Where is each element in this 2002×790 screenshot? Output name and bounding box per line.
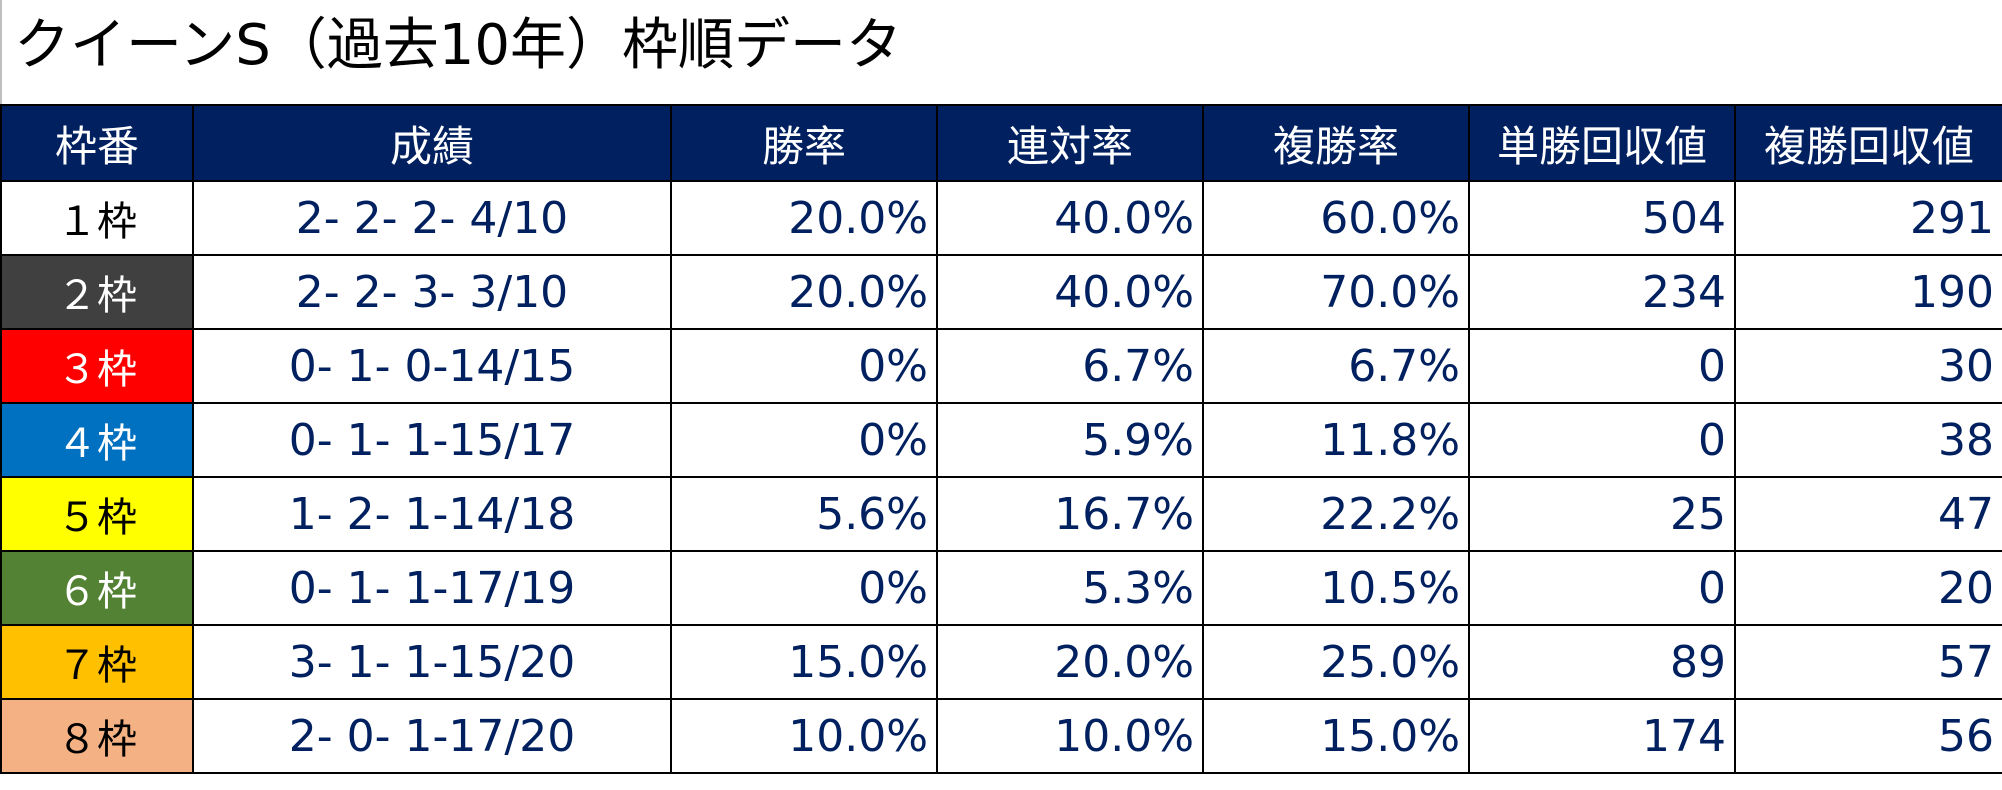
cell-waku: １枠 [0, 180, 194, 256]
cell-quinella-rate: 5.9% [936, 402, 1204, 478]
cell-quinella-rate: 40.0% [936, 254, 1204, 330]
cell-quinella-rate: 40.0% [936, 180, 1204, 256]
cell-win-rate: 0% [670, 550, 938, 626]
waku-stats-table: 枠番 成績 勝率 連対率 複勝率 単勝回収値 複勝回収値 １枠 2- 2- 2- … [0, 104, 2002, 774]
cell-quinella-rate: 20.0% [936, 624, 1204, 700]
cell-seiseki: 2- 0- 1-17/20 [192, 698, 672, 774]
cell-place-rate: 22.2% [1202, 476, 1470, 552]
cell-seiseki: 0- 1- 0-14/15 [192, 328, 672, 404]
cell-quinella-rate: 10.0% [936, 698, 1204, 774]
header-place-rate: 複勝率 [1202, 104, 1470, 182]
cell-place-return: 20 [1734, 550, 2002, 626]
header-quinella-rate: 連対率 [936, 104, 1204, 182]
cell-win-rate: 0% [670, 402, 938, 478]
cell-place-rate: 25.0% [1202, 624, 1470, 700]
cell-seiseki: 2- 2- 2- 4/10 [192, 180, 672, 256]
table-row: ３枠 0- 1- 0-14/15 0% 6.7% 6.7% 0 30 [0, 328, 2002, 404]
cell-place-rate: 60.0% [1202, 180, 1470, 256]
cell-win-rate: 0% [670, 328, 938, 404]
cell-waku: ７枠 [0, 624, 194, 700]
cell-seiseki: 0- 1- 1-17/19 [192, 550, 672, 626]
table-row: ６枠 0- 1- 1-17/19 0% 5.3% 10.5% 0 20 [0, 550, 2002, 626]
cell-place-rate: 15.0% [1202, 698, 1470, 774]
cell-place-rate: 70.0% [1202, 254, 1470, 330]
cell-win-return: 0 [1468, 550, 1736, 626]
cell-place-rate: 6.7% [1202, 328, 1470, 404]
table-row: １枠 2- 2- 2- 4/10 20.0% 40.0% 60.0% 504 291 [0, 180, 2002, 256]
cell-place-return: 47 [1734, 476, 2002, 552]
cell-seiseki: 2- 2- 3- 3/10 [192, 254, 672, 330]
cell-seiseki: 1- 2- 1-14/18 [192, 476, 672, 552]
cell-win-return: 0 [1468, 402, 1736, 478]
cell-place-return: 56 [1734, 698, 2002, 774]
cell-place-return: 57 [1734, 624, 2002, 700]
cell-place-rate: 11.8% [1202, 402, 1470, 478]
cell-place-return: 30 [1734, 328, 2002, 404]
header-win-return: 単勝回収値 [1468, 104, 1736, 182]
cell-win-rate: 5.6% [670, 476, 938, 552]
cell-win-rate: 20.0% [670, 254, 938, 330]
cell-win-return: 174 [1468, 698, 1736, 774]
cell-win-rate: 10.0% [670, 698, 938, 774]
cell-win-rate: 20.0% [670, 180, 938, 256]
table-header-row: 枠番 成績 勝率 連対率 複勝率 単勝回収値 複勝回収値 [0, 104, 2002, 182]
table-row: ２枠 2- 2- 3- 3/10 20.0% 40.0% 70.0% 234 190 [0, 254, 2002, 330]
cell-waku: ４枠 [0, 402, 194, 478]
cell-waku: ８枠 [0, 698, 194, 774]
cell-quinella-rate: 6.7% [936, 328, 1204, 404]
cell-win-return: 0 [1468, 328, 1736, 404]
cell-place-return: 38 [1734, 402, 2002, 478]
page-title: クイーンS（過去10年）枠順データ [0, 0, 2002, 104]
cell-seiseki: 0- 1- 1-15/17 [192, 402, 672, 478]
header-waku: 枠番 [0, 104, 194, 182]
cell-waku: ６枠 [0, 550, 194, 626]
cell-win-return: 234 [1468, 254, 1736, 330]
cell-win-return: 504 [1468, 180, 1736, 256]
cell-win-return: 89 [1468, 624, 1736, 700]
cell-place-return: 291 [1734, 180, 2002, 256]
table-row: ４枠 0- 1- 1-15/17 0% 5.9% 11.8% 0 38 [0, 402, 2002, 478]
table-row: ５枠 1- 2- 1-14/18 5.6% 16.7% 22.2% 25 47 [0, 476, 2002, 552]
cell-win-rate: 15.0% [670, 624, 938, 700]
cell-place-return: 190 [1734, 254, 2002, 330]
cell-waku: ３枠 [0, 328, 194, 404]
table-row: ８枠 2- 0- 1-17/20 10.0% 10.0% 15.0% 174 56 [0, 698, 2002, 774]
cell-quinella-rate: 16.7% [936, 476, 1204, 552]
cell-waku: ２枠 [0, 254, 194, 330]
table-row: ７枠 3- 1- 1-15/20 15.0% 20.0% 25.0% 89 57 [0, 624, 2002, 700]
cell-waku: ５枠 [0, 476, 194, 552]
header-win-rate: 勝率 [670, 104, 938, 182]
cell-win-return: 25 [1468, 476, 1736, 552]
cell-seiseki: 3- 1- 1-15/20 [192, 624, 672, 700]
header-place-return: 複勝回収値 [1734, 104, 2002, 182]
header-seiseki: 成績 [192, 104, 672, 182]
cell-place-rate: 10.5% [1202, 550, 1470, 626]
cell-quinella-rate: 5.3% [936, 550, 1204, 626]
